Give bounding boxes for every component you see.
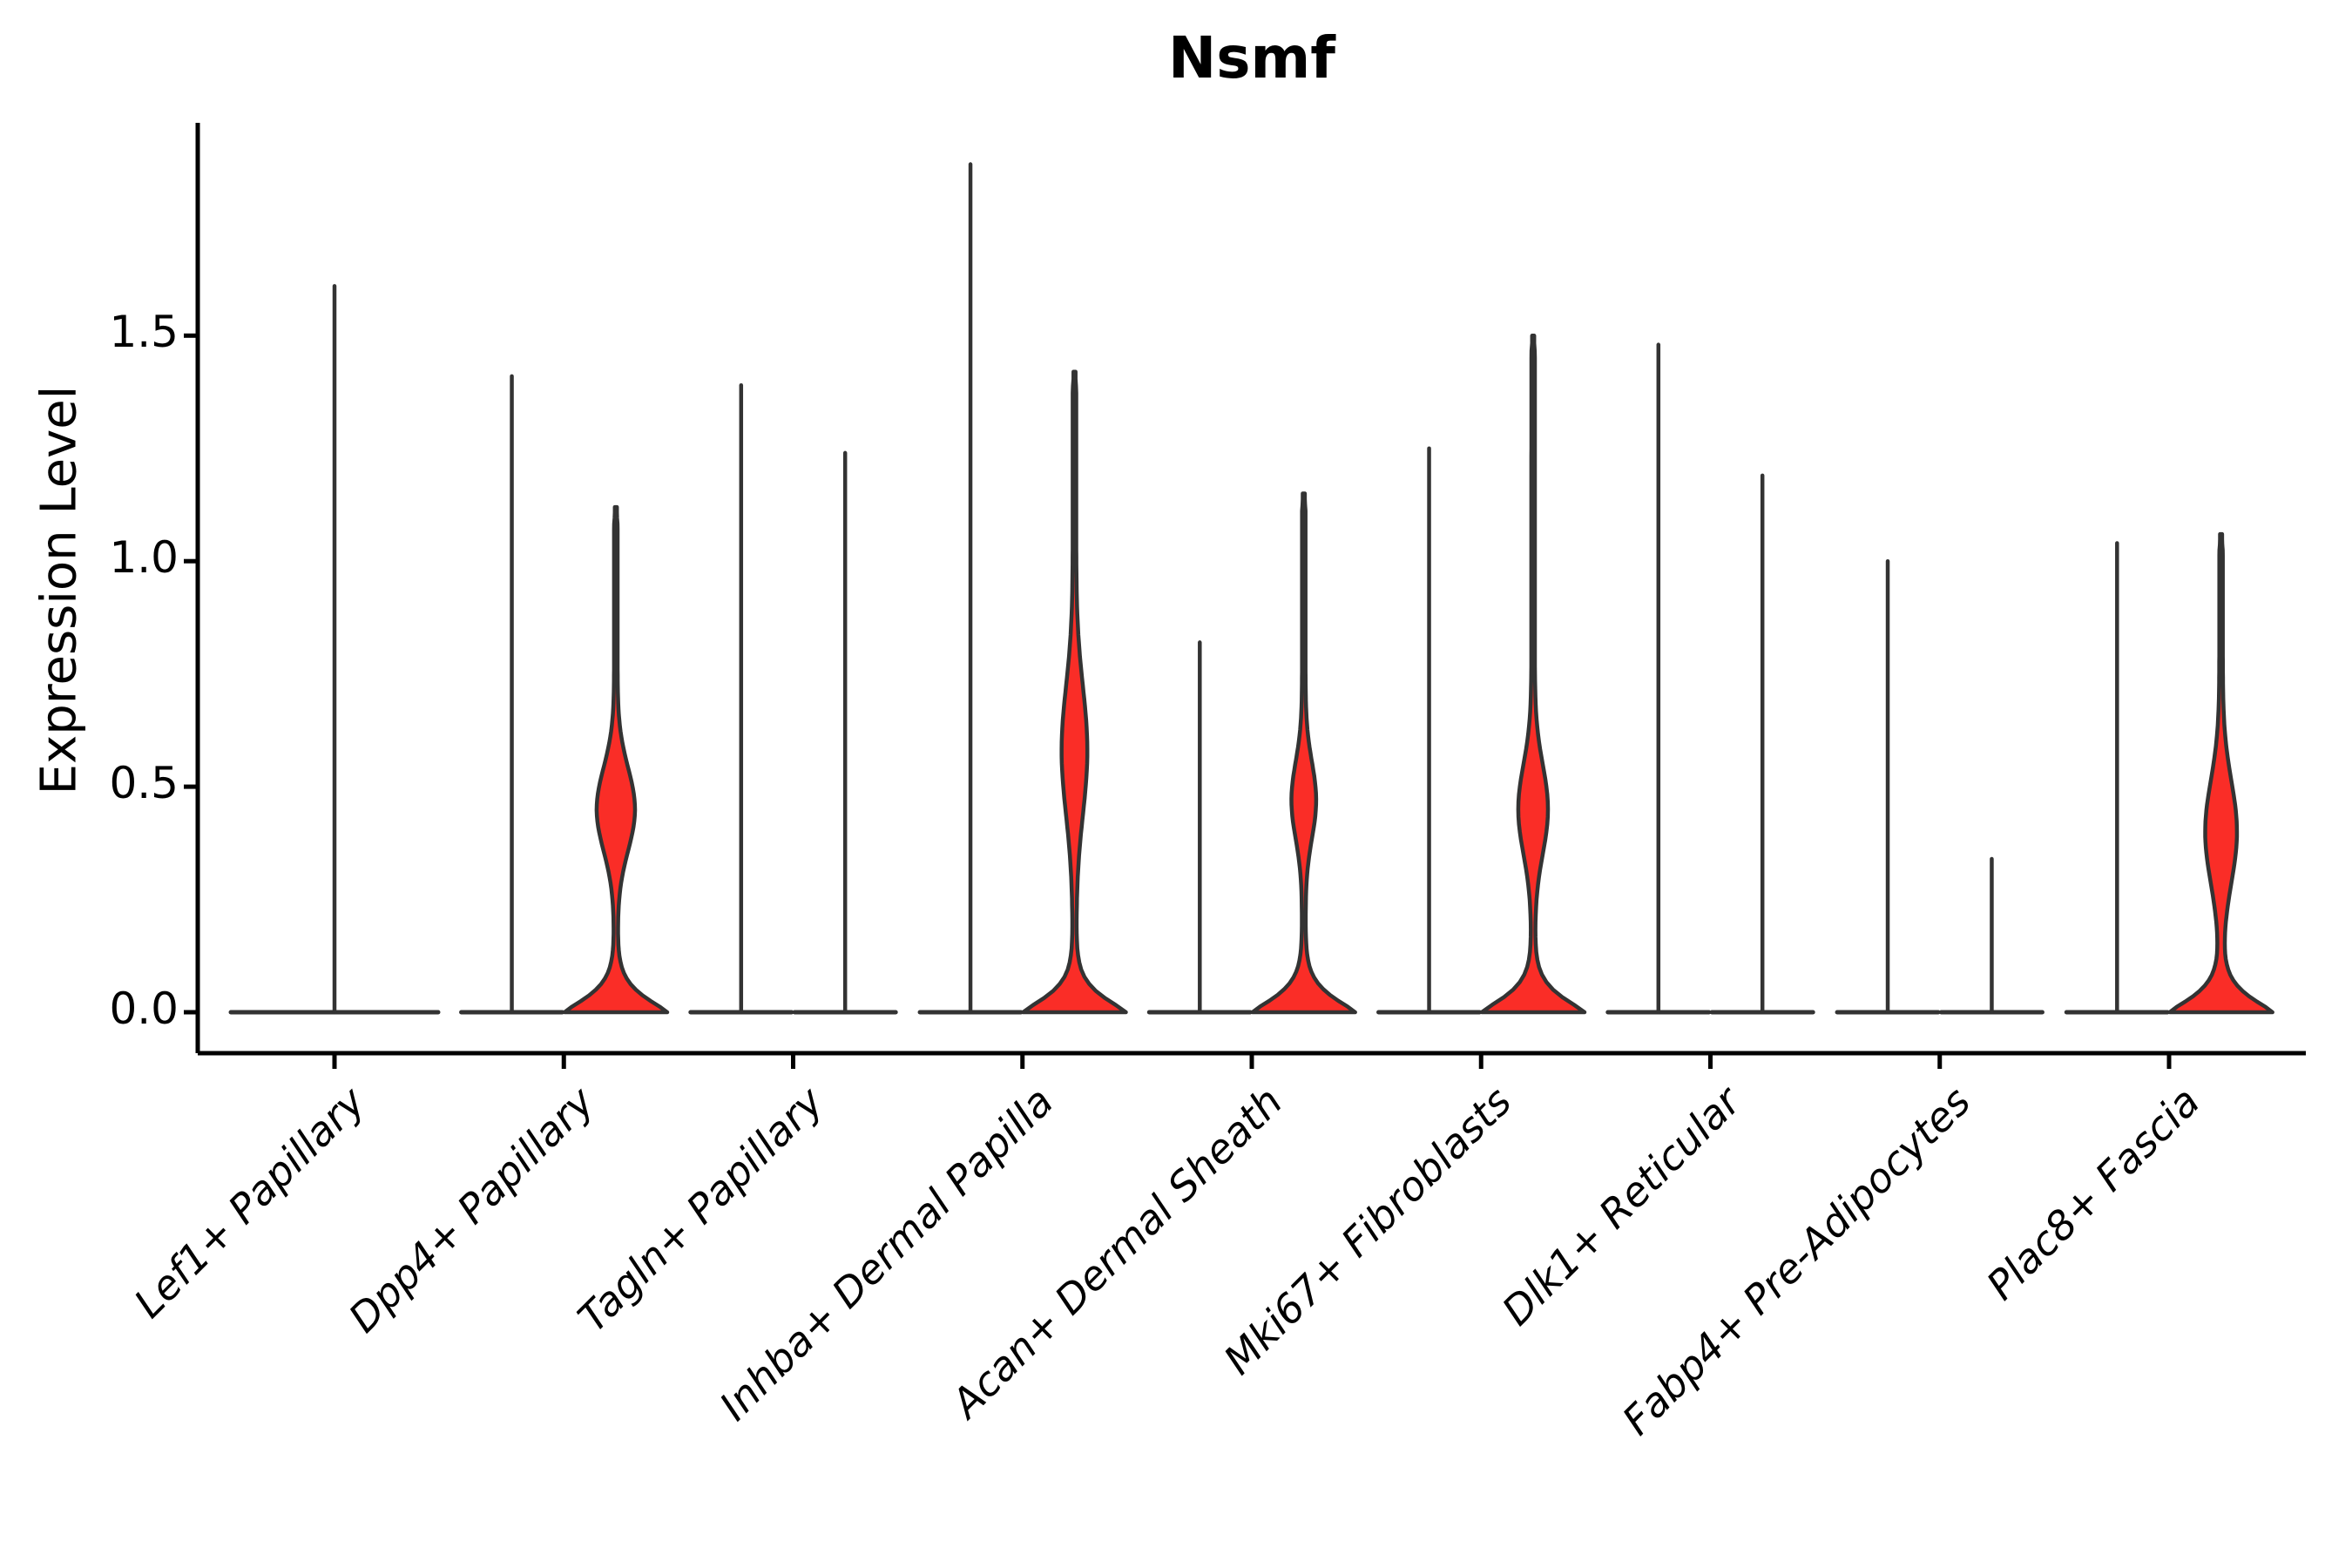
violin-density bbox=[1479, 334, 1587, 1015]
y-tick-label-0.0: 0.0 bbox=[109, 983, 179, 1034]
violin-density bbox=[2167, 531, 2274, 1015]
violin-density bbox=[1250, 491, 1357, 1015]
chart-title: Nsmf bbox=[1167, 24, 1335, 91]
violin-density bbox=[562, 504, 670, 1015]
y-tick-label-1.0: 1.0 bbox=[109, 532, 179, 583]
violin-density bbox=[1021, 369, 1128, 1015]
y-tick-label-0.5: 0.5 bbox=[109, 758, 179, 808]
y-tick-label-1.5: 1.5 bbox=[109, 307, 179, 357]
